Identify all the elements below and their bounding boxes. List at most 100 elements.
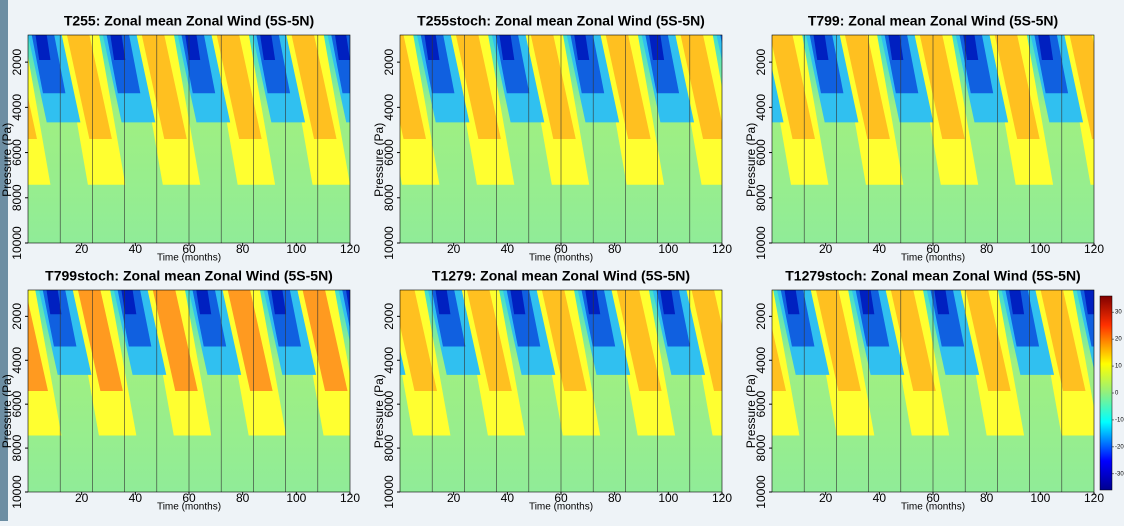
- x-tick-label: 20: [447, 491, 461, 505]
- band: [350, 35, 365, 60]
- y-axis-label: Pressure (Pa): [0, 123, 14, 197]
- colorbar-label: 30: [1115, 310, 1122, 316]
- y-axis-label: Pressure (Pa): [744, 123, 758, 197]
- x-axis-label: Time (months): [529, 502, 593, 513]
- x-tick-label: 120: [712, 491, 732, 505]
- y-tick-label: 10000: [382, 475, 396, 509]
- band: [227, 290, 273, 391]
- band: [813, 35, 829, 60]
- y-tick-label: 2000: [10, 48, 24, 75]
- x-tick-label: 40: [129, 242, 143, 256]
- x-tick-label: 100: [1030, 242, 1050, 256]
- x-axis-label: Time (months): [529, 253, 593, 264]
- y-tick-label: 6000: [10, 391, 24, 418]
- band: [963, 35, 979, 60]
- band: [1069, 35, 1094, 139]
- band: [739, 35, 754, 60]
- x-tick-label: 120: [712, 242, 732, 256]
- y-tick-label: 4000: [754, 94, 768, 121]
- x-tick-label: 100: [658, 242, 678, 256]
- colorbar-label: -30: [1115, 471, 1124, 477]
- x-axis-label: Time (months): [901, 502, 965, 513]
- y-tick-label: 10000: [754, 226, 768, 260]
- band: [435, 290, 451, 315]
- band: [28, 97, 37, 139]
- band: [530, 35, 576, 139]
- y-tick-label: 10000: [382, 226, 396, 260]
- x-tick-label: 80: [236, 242, 250, 256]
- band: [772, 290, 800, 436]
- y-tick-label: 2000: [382, 48, 396, 75]
- colorbar-label: 0: [1115, 391, 1119, 397]
- x-tick-label: 20: [819, 491, 833, 505]
- band: [616, 290, 662, 391]
- y-tick-label: 2000: [754, 48, 768, 75]
- band: [466, 290, 512, 391]
- band: [585, 290, 601, 315]
- x-tick-label: 80: [980, 242, 994, 256]
- x-tick-label: 60: [182, 491, 196, 505]
- band: [77, 290, 123, 391]
- band: [574, 35, 590, 60]
- y-tick-label: 4000: [754, 347, 768, 374]
- band: [660, 290, 676, 315]
- x-tick-label: 100: [286, 242, 306, 256]
- y-tick-label: 10000: [10, 226, 24, 260]
- field: [772, 290, 1094, 492]
- y-tick-label: 6000: [382, 391, 396, 418]
- band: [680, 35, 722, 139]
- x-tick-label: 80: [980, 491, 994, 505]
- y-tick-label: 8000: [10, 184, 24, 211]
- y-tick-label: 2000: [754, 303, 768, 330]
- band: [28, 290, 62, 436]
- band: [965, 290, 1011, 391]
- y-axis-label: Pressure (Pa): [372, 374, 386, 448]
- band: [919, 35, 965, 139]
- band: [28, 301, 48, 391]
- panel-title: T255stoch: Zonal mean Zonal Wind (5S-5N): [417, 13, 705, 29]
- band: [720, 35, 722, 44]
- band: [28, 56, 51, 185]
- y-tick-label: 8000: [754, 184, 768, 211]
- x-tick-label: 20: [447, 242, 461, 256]
- x-tick-label: 40: [873, 242, 887, 256]
- band: [346, 35, 380, 93]
- y-tick-label: 2000: [10, 303, 24, 330]
- band: [691, 290, 722, 391]
- band: [724, 35, 739, 60]
- band: [1038, 35, 1054, 60]
- colorbar: [1099, 295, 1113, 491]
- panel-title: T799stoch: Zonal mean Zonal Wind (5S-5N): [45, 268, 333, 284]
- band: [499, 35, 515, 60]
- band: [361, 290, 376, 314]
- x-tick-label: 40: [501, 242, 515, 256]
- band: [815, 290, 861, 391]
- band: [291, 35, 337, 139]
- x-tick-label: 20: [75, 242, 89, 256]
- x-tick-label: 60: [182, 242, 196, 256]
- band: [1106, 35, 1124, 122]
- band: [1109, 35, 1124, 93]
- y-tick-label: 10000: [10, 475, 24, 509]
- y-tick-label: 8000: [382, 434, 396, 461]
- y-axis-label: Pressure (Pa): [372, 123, 386, 197]
- band: [934, 290, 950, 315]
- x-tick-label: 20: [75, 491, 89, 505]
- band: [346, 290, 350, 315]
- band: [1009, 290, 1025, 315]
- band: [844, 35, 890, 139]
- band: [1113, 35, 1124, 60]
- band: [888, 35, 904, 60]
- band: [784, 290, 800, 315]
- band: [735, 290, 750, 314]
- panel-title: T1279stoch: Zonal mean Zonal Wind (5S-5N…: [785, 268, 1080, 284]
- band: [649, 35, 665, 60]
- band: [302, 290, 348, 391]
- band: [772, 68, 784, 123]
- x-tick-label: 120: [340, 491, 360, 505]
- band: [110, 35, 126, 60]
- x-tick-label: 60: [926, 491, 940, 505]
- x-tick-label: 80: [236, 491, 250, 505]
- y-tick-label: 8000: [382, 184, 396, 211]
- band: [66, 35, 112, 139]
